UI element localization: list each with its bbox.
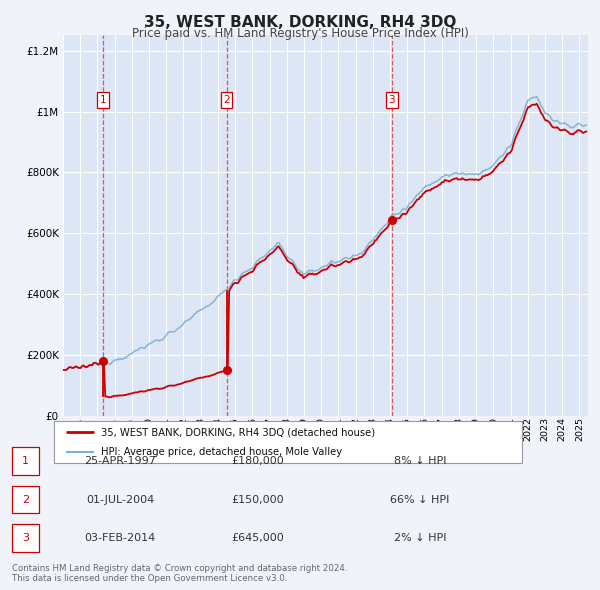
Text: HPI: Average price, detached house, Mole Valley: HPI: Average price, detached house, Mole… — [101, 447, 342, 457]
Text: Contains HM Land Registry data © Crown copyright and database right 2024.
This d: Contains HM Land Registry data © Crown c… — [12, 563, 347, 583]
Text: 35, WEST BANK, DORKING, RH4 3DQ (detached house): 35, WEST BANK, DORKING, RH4 3DQ (detache… — [101, 427, 375, 437]
Text: 25-APR-1997: 25-APR-1997 — [84, 456, 156, 466]
Text: £180,000: £180,000 — [232, 456, 284, 466]
Text: 1: 1 — [100, 95, 106, 105]
Text: 2: 2 — [223, 95, 230, 105]
Text: 3: 3 — [22, 533, 29, 543]
Text: Price paid vs. HM Land Registry's House Price Index (HPI): Price paid vs. HM Land Registry's House … — [131, 27, 469, 40]
Text: 2: 2 — [22, 494, 29, 504]
Text: 35, WEST BANK, DORKING, RH4 3DQ: 35, WEST BANK, DORKING, RH4 3DQ — [144, 15, 456, 30]
Text: 01-JUL-2004: 01-JUL-2004 — [86, 494, 154, 504]
Text: 8% ↓ HPI: 8% ↓ HPI — [394, 456, 446, 466]
Text: 3: 3 — [388, 95, 395, 105]
Text: 03-FEB-2014: 03-FEB-2014 — [85, 533, 155, 543]
FancyBboxPatch shape — [54, 421, 522, 463]
Text: 66% ↓ HPI: 66% ↓ HPI — [391, 494, 449, 504]
Text: £645,000: £645,000 — [232, 533, 284, 543]
Text: 1: 1 — [22, 456, 29, 466]
Text: 2% ↓ HPI: 2% ↓ HPI — [394, 533, 446, 543]
Text: £150,000: £150,000 — [232, 494, 284, 504]
